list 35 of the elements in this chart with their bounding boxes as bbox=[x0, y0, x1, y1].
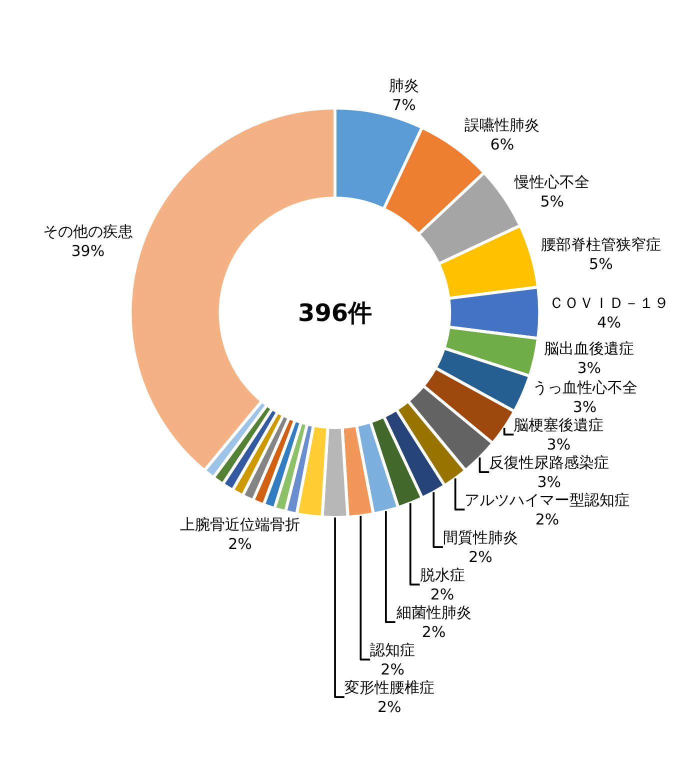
slice-label: 誤嚥性肺炎 bbox=[464, 116, 540, 134]
slice-label: 変形性腰椎症 bbox=[344, 678, 434, 696]
slice-label: 脳梗塞後遺症 bbox=[514, 416, 604, 434]
data-label: 3% bbox=[577, 359, 602, 378]
data-label: 3% bbox=[572, 398, 597, 416]
data-label: 5% bbox=[540, 192, 564, 210]
slice-label: 肺炎 bbox=[388, 76, 419, 94]
slice-label: 間質性肺炎 bbox=[443, 528, 518, 546]
slice-label: 細菌性肺炎 bbox=[395, 603, 472, 622]
data-label: 2% bbox=[422, 622, 446, 641]
slice-label: アルツハイマー型認知症 bbox=[464, 490, 630, 509]
data-label: 3% bbox=[537, 472, 562, 491]
data-label: 2% bbox=[228, 535, 252, 554]
slice-label: 脱水症 bbox=[420, 566, 465, 584]
slice-label: 認知症 bbox=[370, 640, 416, 659]
slice-label: 脳出血後遺症 bbox=[544, 340, 634, 358]
data-label: 3% bbox=[546, 435, 571, 454]
slice-label: ＣＯＶＩＤ－１９ bbox=[549, 294, 670, 312]
data-label: 4% bbox=[597, 314, 621, 332]
text: 396件 bbox=[298, 299, 372, 327]
slice-label: 反復性尿路感染症 bbox=[489, 453, 610, 472]
data-label: 2% bbox=[535, 510, 560, 528]
data-label: 5% bbox=[589, 254, 613, 273]
slice-label: 腰部脊柱管狭窄症 bbox=[540, 235, 661, 254]
slice-label: 慢性心不全 bbox=[514, 173, 590, 191]
data-label: 39% bbox=[71, 242, 105, 260]
slice-label: 上腕骨近位端骨折 bbox=[180, 516, 300, 534]
data-label: 2% bbox=[430, 585, 454, 604]
data-label: 7% bbox=[392, 96, 416, 114]
slice-label: うっ血性心不全 bbox=[532, 378, 638, 396]
data-label: 2% bbox=[468, 548, 492, 566]
data-label: 6% bbox=[490, 136, 514, 154]
data-label: 2% bbox=[377, 698, 402, 716]
slice-label: その他の疾患 bbox=[42, 222, 133, 240]
data-label: 2% bbox=[380, 660, 404, 678]
